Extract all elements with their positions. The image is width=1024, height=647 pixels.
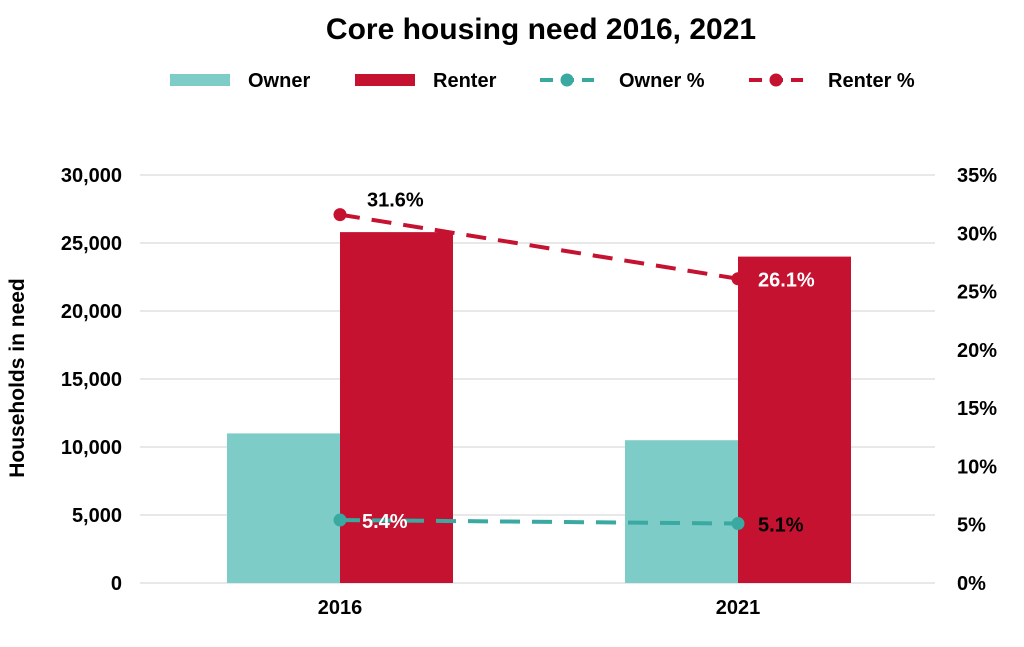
point-renter [333, 208, 347, 222]
legend-item: Owner [170, 70, 310, 92]
y-tick-label: 25,000 [61, 233, 122, 255]
bar-owner [227, 433, 340, 583]
y-axis-label: Households in need [6, 278, 29, 478]
point-owner [731, 517, 745, 531]
legend-label: Owner % [619, 70, 705, 92]
bar-renter [340, 232, 453, 583]
x-tick-label: 2021 [716, 597, 761, 619]
point-renter [731, 272, 745, 286]
legend-label: Renter [433, 70, 497, 92]
y2-tick-label: 5% [957, 515, 986, 537]
legend-label: Owner [248, 70, 310, 92]
legend: Owner Renter Owner % Renter % [170, 70, 915, 92]
legend-swatch [170, 74, 230, 86]
lines: 31.6% 26.1% 5.4% 5.1% [333, 190, 815, 537]
line-renter [339, 212, 739, 281]
data-label: 26.1% [758, 270, 815, 292]
y2-tick-label: 10% [957, 456, 997, 478]
bars [227, 232, 851, 583]
legend-swatch [355, 74, 415, 86]
data-label: 5.4% [362, 511, 408, 533]
line-owner [339, 518, 739, 526]
legend-item: Renter [355, 70, 497, 92]
legend-marker [769, 73, 783, 87]
legend-label: Renter % [828, 70, 915, 92]
data-label: 31.6% [367, 190, 424, 212]
y2-tick-label: 30% [957, 223, 997, 245]
bar-renter [738, 256, 851, 583]
y-tick-label: 20,000 [61, 301, 122, 323]
y2-tick-label: 20% [957, 340, 997, 362]
axes: 0 5,000 10,000 15,000 20,000 25,000 30,000 0% 5%… [61, 165, 997, 619]
y-tick-label: 0 [111, 573, 122, 595]
legend-marker [560, 73, 574, 87]
y2-tick-label: 35% [957, 165, 997, 187]
y-tick-label: 10,000 [61, 437, 122, 459]
legend-item: Renter % [749, 70, 915, 92]
y-tick-label: 30,000 [61, 165, 122, 187]
x-tick-label: 2016 [318, 597, 363, 619]
legend-item: Owner % [540, 70, 705, 92]
y-tick-label: 5,000 [72, 505, 122, 527]
y2-tick-label: 25% [957, 282, 997, 304]
y-tick-label: 15,000 [61, 369, 122, 391]
chart-title: Core housing need 2016, 2021 [326, 13, 756, 46]
bar-owner [625, 440, 738, 583]
point-owner [333, 513, 347, 527]
y2-tick-label: 15% [957, 398, 997, 420]
data-label: 5.1% [758, 515, 804, 537]
y2-tick-label: 0% [957, 573, 986, 595]
